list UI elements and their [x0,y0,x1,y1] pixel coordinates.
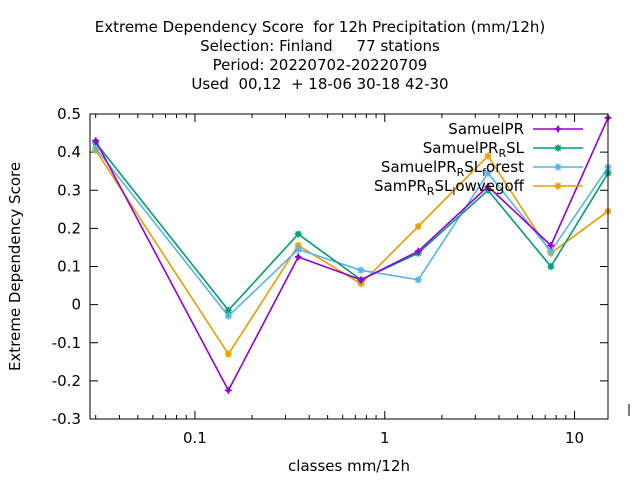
series-line [95,149,609,356]
data-point-dot [296,254,301,260]
data-point [294,253,302,261]
data-point [357,266,365,274]
data-point-d2 [554,163,562,171]
plot-frame [89,113,609,420]
x-tick-label: 10 [565,429,584,447]
legend-label: SamuelPR [448,120,524,138]
data-point [357,276,365,284]
y-tick-label: 0.2 [57,219,81,237]
data-point-d2 [554,182,562,190]
series-lines [92,114,612,394]
data-point-dot [415,249,421,254]
legend-item: SamuelPRRSLforest [381,158,583,179]
series-3 [92,144,612,320]
data-point-d2 [225,312,232,320]
data-point [224,386,232,394]
legend-item: SamuelPR [448,120,583,138]
legend-label: SamuelPRRSLforest [381,158,524,179]
data-point [547,242,555,250]
data-point-d2 [415,223,422,230]
series-1 [92,114,612,394]
data-point-d2 [547,248,554,255]
x-axis-label: classes mm/12h [288,457,410,475]
data-point-d2 [547,263,554,270]
data-point [294,230,302,238]
data-point [92,137,100,145]
data-point [414,222,422,230]
x-tick-label: 0.1 [183,429,207,447]
data-point [414,247,422,255]
data-point-d2 [225,351,232,358]
data-point-d2 [295,230,302,238]
y-tick-label: 0.1 [57,258,81,276]
y-tick-label: 0.3 [57,181,81,199]
legend-item: SamuelPRRSL [423,139,583,160]
data-point [484,169,492,177]
data-point-d2 [225,307,232,314]
chart-title-line-1: Extreme Dependency Score for 12h Precipi… [94,18,546,36]
y-axis-label: Extreme Dependency Score [6,162,24,371]
data-point-d2 [295,246,302,253]
data-point-d2 [554,144,562,152]
legend-item: SamPRRSLlowvegoff [374,177,583,198]
data-point-d2 [415,276,422,283]
chart-title-line-4: Used 00,12 + 18-06 30-18 42-30 [191,75,449,93]
legend: SamuelPRSamuelPRRSLSamuelPRRSLforestSamP… [374,120,583,198]
data-point-dot [93,138,98,143]
series-line [95,142,609,312]
data-point-dot [226,388,231,393]
chart-title-line-3: Period: 20220702-20220709 [212,56,428,74]
legend-label: SamuelPRRSL [423,139,525,160]
data-point [484,182,492,190]
series-4 [92,146,612,358]
data-point [224,306,232,314]
x-tick-label: 1 [380,429,390,447]
y-tick-label: 0.4 [57,143,81,161]
data-point-dot [358,277,364,283]
data-point-d2 [92,145,99,152]
data-point-dot [485,184,491,189]
data-point [224,350,232,358]
y-tick-label: -0.3 [52,410,81,428]
axis-ticks: -0.3 -0.2 -0.1 0 0.1 0.2 0.3 0.4 0.5 0.1 1 10 [52,105,630,447]
y-tick-label: 0.5 [57,105,81,123]
data-point-dot [555,126,561,132]
y-tick-label: -0.1 [52,334,81,352]
data-point [92,144,100,152]
data-point-d2 [357,267,365,274]
data-point [294,245,302,253]
data-point-d2 [484,169,492,177]
series-line [95,147,609,318]
y-tick-label: 0 [71,296,81,314]
data-point [484,152,492,160]
data-point-dot [548,243,554,248]
data-point-d2 [484,152,492,160]
y-tick-label: -0.2 [52,372,81,390]
data-point [414,276,422,284]
data-point [547,263,555,270]
data-point [224,312,232,320]
series-line [94,117,609,393]
chart-title-line-2: Selection: Finland 77 stations [200,37,440,55]
legend-label: SamPRRSLlowvegoff [374,177,525,198]
